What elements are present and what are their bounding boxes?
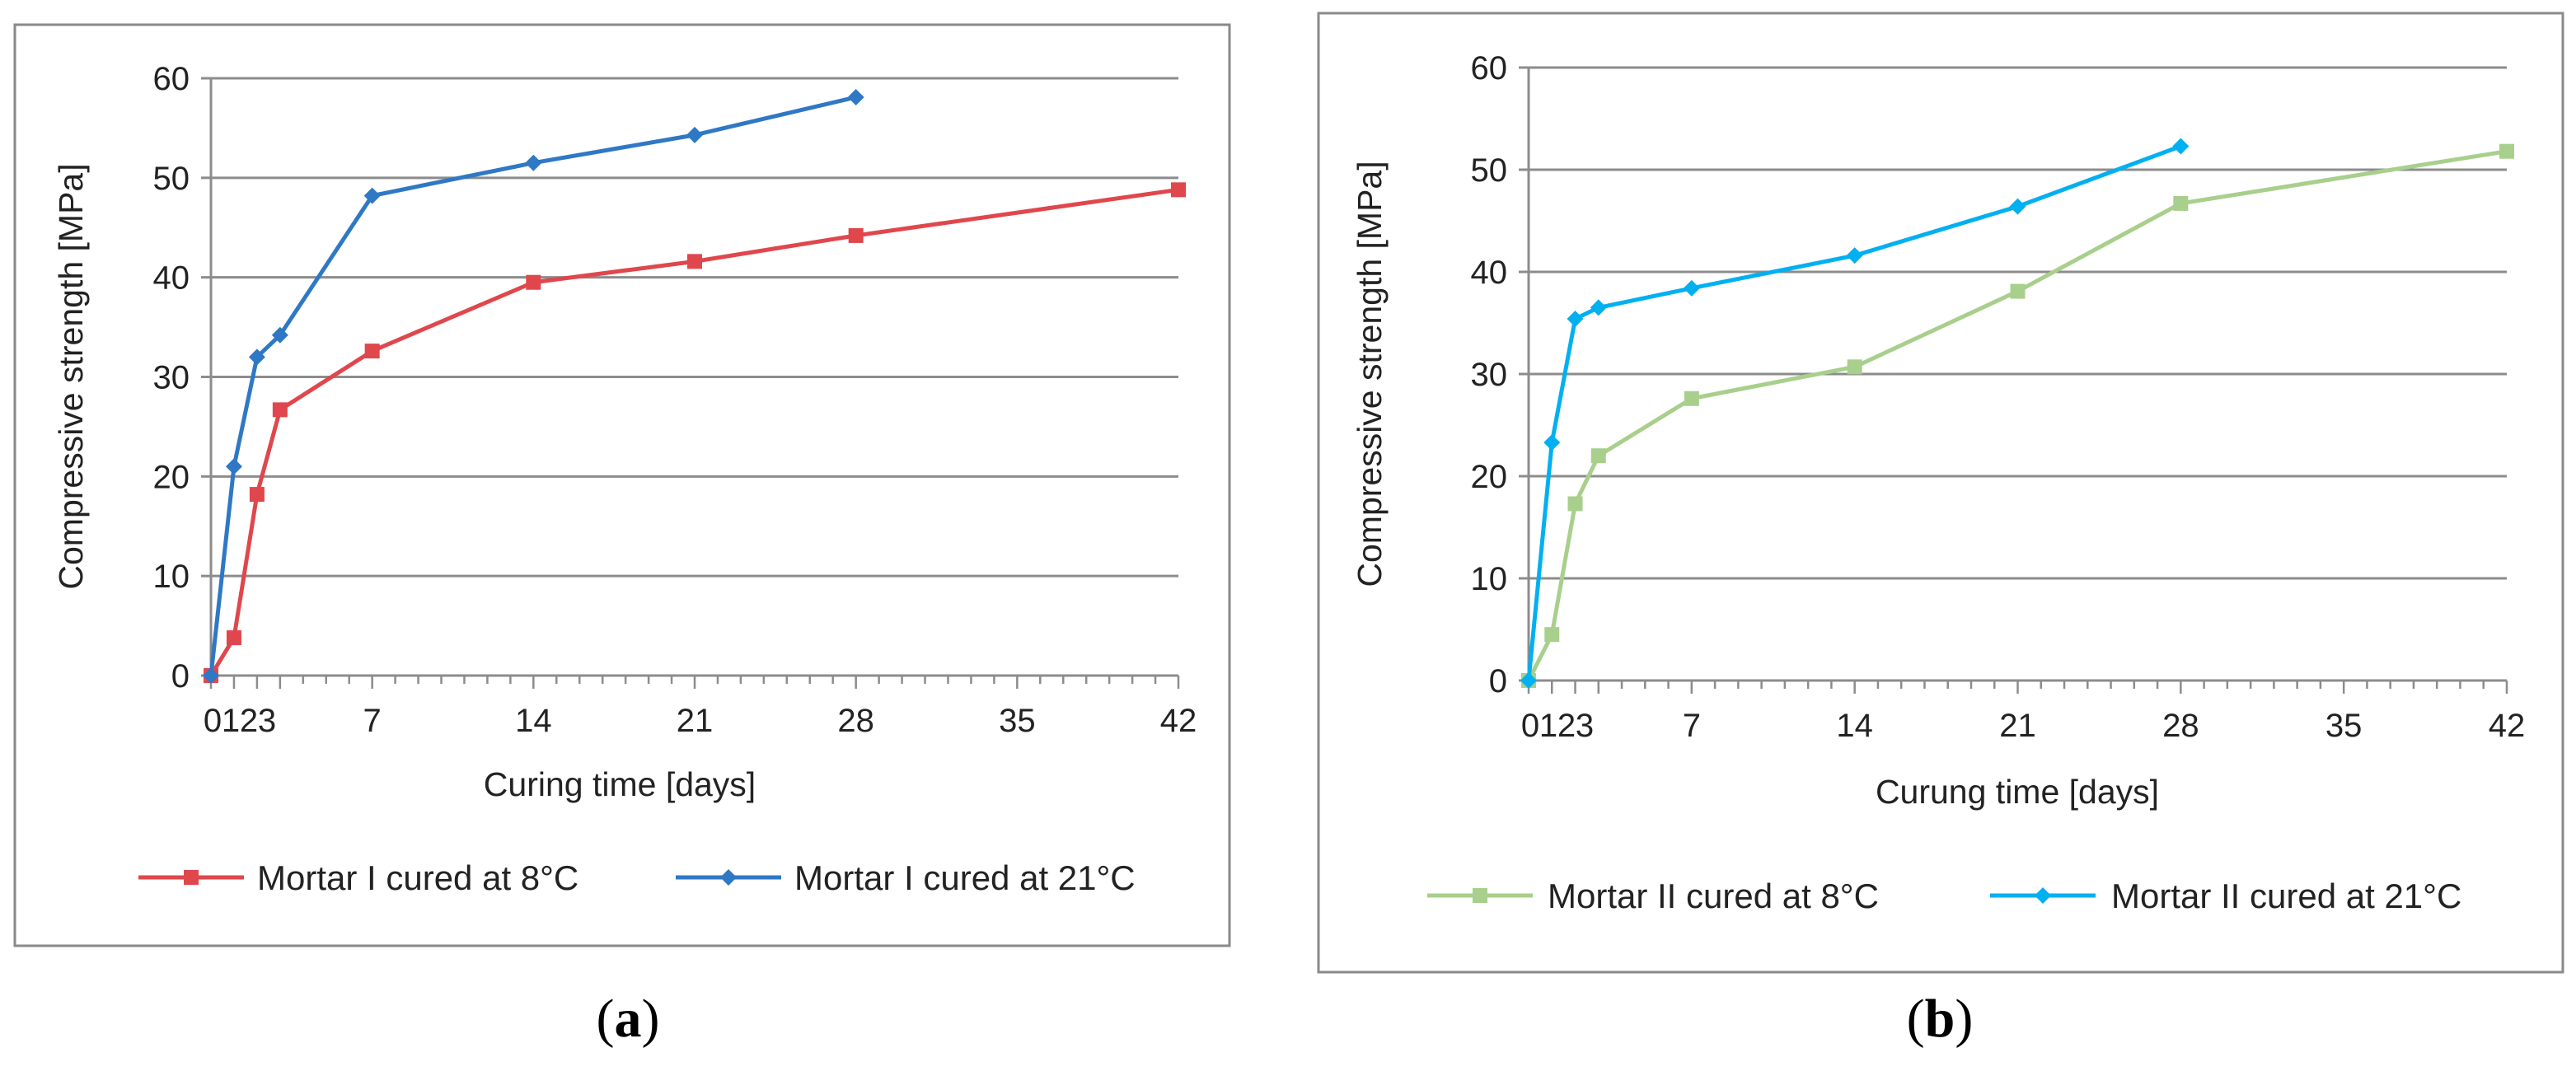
x-tick-label: 3	[1576, 708, 1594, 744]
data-point	[1846, 247, 1863, 264]
x-tick-label: 1	[1539, 708, 1557, 744]
data-point	[2499, 143, 2514, 159]
panel-label-close: )	[1955, 989, 1973, 1049]
y-axis-title: Compressive strength [MPa]	[1351, 161, 1389, 587]
data-point	[525, 154, 542, 171]
data-point	[2173, 195, 2189, 211]
legend: Mortar I cured at 8°C Mortar I cured at 2…	[138, 858, 1136, 897]
data-point	[1684, 391, 1699, 406]
data-point	[847, 88, 864, 105]
data-point	[686, 126, 703, 143]
y-tick-label: 30	[1471, 357, 1508, 393]
data-point	[687, 254, 702, 269]
y-tick-label: 10	[1471, 561, 1508, 597]
y-tick-label: 60	[153, 61, 190, 97]
y-tick-label: 40	[1471, 255, 1508, 291]
x-tick-label: 42	[2489, 708, 2526, 744]
x-tick-label: 7	[1683, 708, 1701, 744]
panel-label-letter: a	[615, 989, 642, 1049]
data-point	[1590, 448, 1606, 464]
data-point	[1590, 299, 1607, 316]
x-tick-label: 0	[204, 703, 222, 739]
panel-label-open: (	[1907, 989, 1925, 1049]
x-tick-label: 14	[515, 703, 552, 739]
y-tick-label: 20	[1471, 459, 1508, 495]
legend-swatch-marker	[184, 870, 199, 885]
y-tick-label: 20	[153, 459, 190, 495]
y-tick-label: 50	[153, 161, 190, 197]
panel-label-close: )	[642, 989, 660, 1049]
x-axis-title: Curung time [days]	[1876, 773, 2159, 811]
x-tick-label: 3	[258, 703, 276, 739]
y-tick-label: 40	[153, 260, 190, 297]
panel-label-letter: b	[1925, 989, 1955, 1049]
data-point	[1567, 496, 1583, 512]
y-tick-label: 50	[1471, 152, 1508, 189]
y-axis-title: Compressive strength [MPa]	[52, 163, 90, 589]
y-tick-label: 10	[153, 559, 190, 595]
data-point	[225, 458, 242, 475]
legend: Mortar II cured at 8°C Mortar II cured at…	[1427, 877, 2461, 915]
data-point	[248, 348, 265, 366]
data-point	[2010, 283, 2026, 299]
data-point	[1544, 627, 1560, 643]
y-tick-label: 60	[1471, 50, 1508, 87]
chart-panel-a: 0 10 20 30 40 50 60 0 1 2 3 7 14 21 28 35 42 Curing time …	[13, 23, 1231, 1049]
panel-label-open: (	[597, 989, 615, 1049]
data-point	[1520, 672, 1537, 689]
data-point	[249, 487, 265, 503]
data-point	[364, 344, 380, 359]
series-1	[1520, 138, 2190, 689]
data-point	[363, 187, 381, 204]
x-tick-label: 2	[1557, 708, 1576, 744]
legend-label: Mortar II cured at 8°C	[1548, 877, 1879, 915]
data-point	[2172, 138, 2190, 155]
x-tick-label: 0	[1521, 708, 1539, 744]
data-point	[2009, 198, 2026, 215]
data-point	[848, 227, 864, 243]
data-point	[271, 326, 288, 344]
legend-swatch-marker	[2035, 887, 2051, 904]
chart-panel-b: 0 10 20 30 40 50 60 0 1 2 3 7 14 21 28 35 42 Curung time …	[1317, 12, 2564, 1049]
series-0	[1521, 143, 2514, 688]
x-axis-title: Curing time [days]	[484, 765, 756, 803]
x-tick-label: 1	[222, 703, 240, 739]
data-point	[203, 667, 219, 684]
legend-swatch-marker	[1473, 888, 1487, 903]
x-tick-label: 21	[677, 703, 714, 739]
x-tick-label: 2	[240, 703, 258, 739]
data-point	[1543, 434, 1561, 451]
y-tick-label: 0	[1489, 663, 1507, 699]
legend-label: Mortar I cured at 21°C	[794, 858, 1136, 897]
x-tick-label: 21	[1999, 708, 2036, 744]
data-point	[1683, 279, 1700, 297]
panel-label: (a)	[597, 989, 660, 1049]
series-line	[208, 95, 857, 676]
chart-frame	[13, 23, 1231, 947]
chart-frame	[1317, 12, 2564, 974]
panel-label: (b)	[1907, 989, 1974, 1049]
y-tick-label: 30	[153, 360, 190, 396]
data-point	[226, 630, 241, 646]
legend-label: Mortar II cured at 21°C	[2111, 877, 2461, 915]
data-point	[1847, 359, 1862, 375]
x-tick-label: 42	[1160, 703, 1197, 739]
data-point	[1171, 182, 1186, 198]
x-tick-label: 35	[2325, 708, 2363, 744]
data-point	[272, 402, 288, 418]
data-point	[1567, 311, 1584, 328]
x-tick-label: 35	[999, 703, 1036, 739]
legend-swatch-marker	[720, 869, 737, 886]
x-tick-label: 28	[2162, 708, 2199, 744]
x-tick-label: 7	[363, 703, 382, 739]
series-1	[203, 88, 864, 684]
y-tick-label: 0	[171, 658, 190, 695]
x-tick-label: 14	[1836, 708, 1873, 744]
x-tick-label: 28	[837, 703, 874, 739]
data-point	[526, 274, 541, 290]
legend-label: Mortar I cured at 8°C	[257, 858, 578, 897]
series-line	[1526, 144, 2182, 681]
